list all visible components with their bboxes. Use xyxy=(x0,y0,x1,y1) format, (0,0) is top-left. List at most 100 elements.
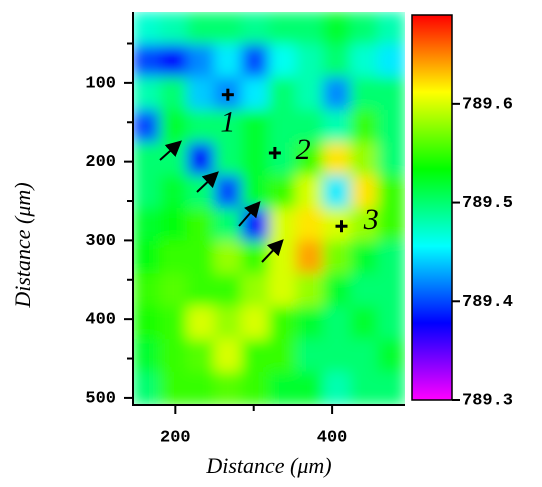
heatmap-cell xyxy=(377,208,405,242)
heatmap-cell xyxy=(377,142,405,177)
heatmap-cell xyxy=(350,175,379,209)
heatmap-cell xyxy=(186,77,216,111)
heatmap-cell xyxy=(186,44,216,78)
colorbar-tick-label: 789.4 xyxy=(462,293,513,312)
heatmap-cell xyxy=(241,77,270,111)
heatmap-cell xyxy=(377,175,405,209)
y-tick-label: 200 xyxy=(85,153,116,172)
arrow xyxy=(261,239,284,263)
y-tick-label: 100 xyxy=(85,74,116,93)
heatmap-cell xyxy=(241,339,270,373)
heatmap-cell xyxy=(133,339,161,373)
heatmap-cell xyxy=(186,109,216,144)
heatmap-cell xyxy=(350,44,379,78)
heatmap-cell xyxy=(295,208,324,242)
heatmap-cell xyxy=(186,142,216,177)
arrow xyxy=(196,171,219,193)
heatmap-cell xyxy=(350,109,379,144)
heatmap-cell xyxy=(159,109,188,144)
heatmap-cell xyxy=(295,273,324,308)
heatmap-cell xyxy=(159,240,188,275)
heatmap-cell xyxy=(350,339,379,373)
heatmap-cell xyxy=(133,44,161,78)
heatmap-cell xyxy=(268,44,297,78)
heatmap-cell xyxy=(268,306,297,340)
heatmap-cell xyxy=(295,109,324,144)
heatmap-cell xyxy=(377,371,405,405)
heatmap-cell xyxy=(295,12,324,46)
heatmap-cell xyxy=(377,44,405,78)
heatmap-cell xyxy=(377,77,405,111)
heatmap-cell xyxy=(133,273,161,308)
heatmap-cell xyxy=(350,240,379,275)
cross-marker xyxy=(335,220,348,233)
heatmap-cell xyxy=(159,208,188,242)
heatmap-cell xyxy=(268,371,297,405)
arrow xyxy=(159,140,182,161)
y-tick-label: 500 xyxy=(85,389,116,408)
heatmap-cell xyxy=(241,306,270,340)
heatmap-cell xyxy=(133,142,161,177)
heatmap-cell xyxy=(322,339,352,373)
heatmap-cell xyxy=(186,208,216,242)
arrows xyxy=(159,140,284,263)
heatmap-cell xyxy=(133,109,161,144)
heatmap-cell xyxy=(268,240,297,275)
heatmap-cell xyxy=(133,371,161,405)
cross-marker xyxy=(268,146,281,159)
heatmap-cell xyxy=(322,44,352,78)
heatmap-cell xyxy=(377,339,405,373)
heatmap-cell xyxy=(350,12,379,46)
heatmap-cell xyxy=(214,371,243,405)
colorbar xyxy=(411,14,453,401)
heatmap-cell xyxy=(268,208,297,242)
heatmap-cell xyxy=(241,109,270,144)
heatmap-cell xyxy=(350,142,379,177)
heatmap-cell xyxy=(295,77,324,111)
heatmap-cell xyxy=(159,175,188,209)
annotation-label: 1 xyxy=(220,106,235,139)
annotation-label: 2 xyxy=(296,133,311,166)
heatmap-cell xyxy=(214,273,243,308)
heatmap-cell xyxy=(241,175,270,209)
heatmap-cell xyxy=(159,306,188,340)
heatmap xyxy=(133,12,405,405)
heatmap-cell xyxy=(241,12,270,46)
heatmap-cell xyxy=(186,175,216,209)
heatmap-cell xyxy=(159,273,188,308)
heatmap-cell xyxy=(268,12,297,46)
heatmap-cell xyxy=(214,208,243,242)
heatmap-cell xyxy=(241,44,270,78)
heatmap-cell xyxy=(159,12,188,46)
heatmap-cell xyxy=(268,77,297,111)
colorbar-tick-label: 789.6 xyxy=(462,95,513,114)
heatmap-cell xyxy=(214,175,243,209)
heatmap-cell xyxy=(295,175,324,209)
heatmap-cell xyxy=(133,175,161,209)
x-axis-label: Distance (μm) xyxy=(205,453,331,478)
heatmap-cell xyxy=(241,142,270,177)
heatmap-cell xyxy=(241,208,270,242)
heatmap-cell xyxy=(214,339,243,373)
y-tick-label: 400 xyxy=(85,311,116,330)
heatmap-cell xyxy=(377,12,405,46)
annotation-label: 3 xyxy=(363,203,379,236)
heatmap-cell xyxy=(214,306,243,340)
heatmap-cell xyxy=(186,12,216,46)
heatmap-cell xyxy=(350,77,379,111)
heatmap-cell xyxy=(268,109,297,144)
heatmap-cell xyxy=(350,371,379,405)
y-tick-label: 300 xyxy=(85,232,116,251)
heatmap-cell xyxy=(322,175,352,209)
heatmap-cell xyxy=(295,240,324,275)
heatmap-cell xyxy=(322,142,352,177)
heatmap-cell xyxy=(159,371,188,405)
heatmap-cell xyxy=(268,339,297,373)
heatmap-cell xyxy=(159,339,188,373)
heatmap-cell xyxy=(186,273,216,308)
heatmap-cell xyxy=(377,240,405,275)
heatmap-cells xyxy=(133,12,405,405)
heatmap-cell xyxy=(322,12,352,46)
